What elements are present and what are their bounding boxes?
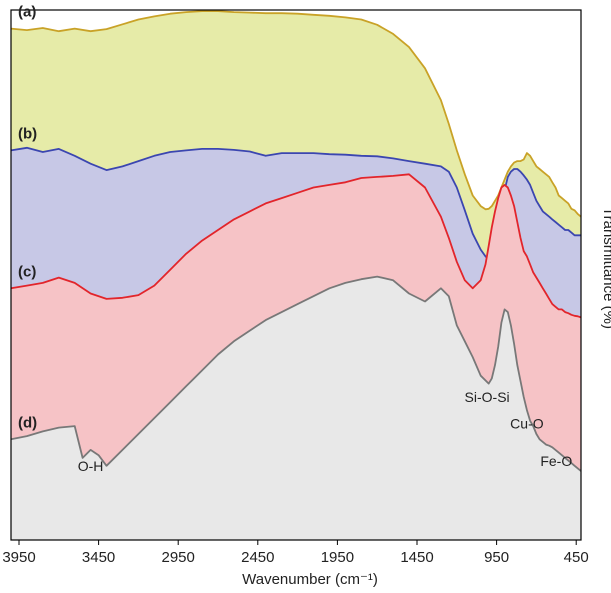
series-layer	[10, 10, 582, 541]
series-d-fill	[11, 276, 581, 540]
x-tick-label: 1450	[400, 549, 433, 566]
series-b-line	[10, 146, 581, 260]
x-tick-label: 950	[484, 549, 509, 566]
x-axis-ticks: 3950 3450 2950 2450 1950 1450 950 450	[2, 540, 589, 566]
x-tick-label: 3950	[2, 549, 35, 566]
annotation-label: Si-O-Si	[465, 389, 510, 405]
annotation-label: Fe-O	[540, 453, 572, 469]
x-axis-label: Wavenumber (cm⁻¹)	[242, 571, 378, 588]
x-tick-label: 2950	[162, 549, 195, 566]
x-tick-label: 1950	[321, 549, 354, 566]
annotation-label: O-H	[78, 458, 104, 474]
annotation-label: Cu-O	[510, 416, 544, 432]
series-label-d: (d)	[18, 414, 37, 431]
series-d-line	[10, 275, 582, 472]
plot-frame	[10, 9, 582, 541]
series-label-a: (a)	[18, 4, 36, 21]
series-label-b: (b)	[18, 125, 37, 142]
series-c-line	[10, 173, 582, 319]
x-tick-label: 450	[564, 549, 589, 566]
series-label-c: (c)	[18, 263, 36, 280]
x-tick-label: 2450	[241, 549, 274, 566]
y-axis-label: Transmittance (%)	[600, 207, 611, 329]
series-a-line	[10, 10, 582, 218]
x-tick-label: 3450	[82, 549, 115, 566]
